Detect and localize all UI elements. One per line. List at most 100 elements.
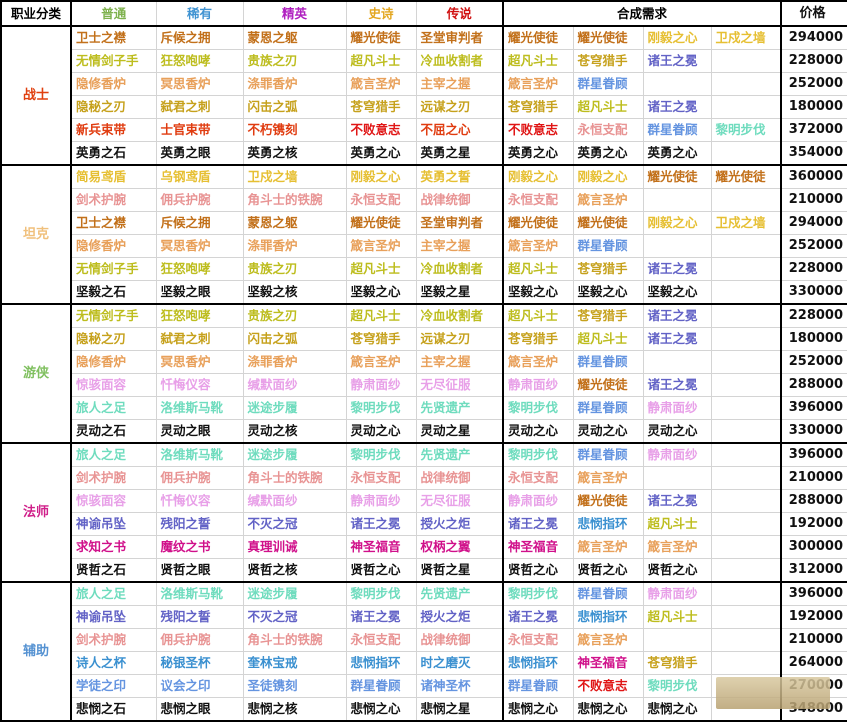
item-cell: 黎明步伐 [345,396,417,420]
table-row: 法师 旅人之足 洛维斯马靴 迷途步履 黎明步伐 先贤遗产 黎明步伐 群星眷顾 静肃面纱 39600… [0,442,847,583]
item-cell: 旅人之足 [70,581,157,606]
item-cell: 狂怒咆哮 [155,257,244,281]
requirement-cell: 静肃面纱 [502,489,574,513]
item-cell: 灵动之眼 [155,419,244,444]
item-cell: 冷血收割者 [415,303,504,328]
requirement-cell [710,141,782,166]
requirement-cell: 诸王之冕 [642,489,712,513]
item-cell: 永恒支配 [345,628,417,652]
item-cell: 冥思香炉 [155,72,244,96]
requirement-cell: 超凡斗士 [502,257,574,281]
requirement-cell [710,72,782,96]
requirement-cell: 黎明步伐 [642,674,712,698]
item-cell: 冷血收割者 [415,49,504,73]
price-cell: 372000 [780,118,847,142]
price-cell: 294000 [780,211,847,235]
item-cell: 狂怒咆哮 [155,49,244,73]
requirement-cell: 超凡斗士 [642,605,712,629]
item-cell: 不败意志 [345,118,417,142]
requirement-cell: 静肃面纱 [642,442,712,467]
item-cell: 悲悯之核 [242,697,347,722]
item-cell: 主宰之握 [415,72,504,96]
requirement-cell [710,628,782,652]
price-cell: 210000 [780,466,847,490]
item-cell: 战律统御 [415,188,504,212]
table-row: 神谕吊坠 残阳之誓 不灭之冠 诸王之冕 授火之炬 诸王之冕 悲悯指环 超凡斗士 192000 [1,512,847,536]
item-cell: 学徒之印 [70,674,157,698]
item-cell: 洛维斯马靴 [155,442,244,467]
item-cell: 隐秘之刃 [70,327,157,351]
item-cell: 战律统御 [415,628,504,652]
requirement-cell: 耀光使徒 [572,489,644,513]
item-cell: 悲悯之眼 [155,697,244,722]
price-cell: 252000 [780,350,847,374]
requirement-cell: 耀光使徒 [642,164,712,189]
item-cell: 坚毅之核 [242,280,347,305]
table-row: 剑术护腕 佣兵护腕 角斗士的铁腕 永恒支配 战律统御 永恒支配 箴言圣炉 210000 [1,466,847,490]
requirement-cell: 贤哲之心 [502,558,574,583]
requirement-cell: 刚毅之心 [642,25,712,50]
requirement-cell [710,49,782,73]
item-cell: 迷途步履 [242,581,347,606]
requirement-cell: 耀光使徒 [572,211,644,235]
class-label: 游侠 [0,303,72,444]
item-cell: 剑术护腕 [70,188,157,212]
requirement-cell: 英勇之心 [572,141,644,166]
table-row: 贤哲之石 贤哲之眼 贤哲之核 贤哲之心 贤哲之星 贤哲之心 贤哲之心 贤哲之心 312000 [1,558,847,583]
item-cell: 主宰之握 [415,234,504,258]
item-cell: 灵动之星 [415,419,504,444]
item-cell: 神谕吊坠 [70,605,157,629]
price-cell: 300000 [780,535,847,559]
requirement-cell: 耀光使徒 [572,25,644,50]
requirement-cell [710,466,782,490]
requirement-cell [710,419,782,444]
item-cell: 英勇之眼 [155,141,244,166]
item-cell: 耀光使徒 [345,211,417,235]
item-cell: 无尽征服 [415,373,504,397]
item-cell: 士官束带 [155,118,244,142]
item-cell: 卫士之襟 [70,211,157,235]
item-cell: 黎明步伐 [345,581,417,606]
item-cell: 剑术护腕 [70,466,157,490]
item-cell: 远谋之刃 [415,95,504,119]
price-cell: 192000 [780,512,847,536]
item-cell: 求知之书 [70,535,157,559]
item-cell: 悲悯之星 [415,697,504,722]
item-cell: 箴言圣炉 [345,72,417,96]
header-row: 职业分类 普通 稀有 精英 史诗 传说 合成需求 价格 [0,0,847,27]
item-cell: 蒙恩之躯 [242,25,347,50]
item-cell: 群星眷顾 [345,674,417,698]
item-cell: 贵族之刃 [242,303,347,328]
requirement-cell [710,257,782,281]
requirement-cell [710,558,782,583]
item-cell: 悲悯指环 [345,651,417,675]
item-cell: 静肃面纱 [345,489,417,513]
item-cell: 静肃面纱 [345,373,417,397]
item-cell: 隐修香炉 [70,350,157,374]
item-cell: 冥思香炉 [155,350,244,374]
item-cell: 洛维斯马靴 [155,396,244,420]
table-row: 惊骇面容 忏悔仪容 缄默面纱 静肃面纱 无尽征服 静肃面纱 耀光使徒 诸王之冕 288000 [1,373,847,397]
item-cell: 佣兵护腕 [155,466,244,490]
item-cell: 先贤遗产 [415,442,504,467]
requirement-cell: 超凡斗士 [502,49,574,73]
requirement-cell: 箴言圣炉 [572,535,644,559]
item-cell: 佣兵护腕 [155,628,244,652]
item-cell: 弑君之刺 [155,95,244,119]
requirement-cell [710,442,782,467]
item-cell: 角斗士的铁腕 [242,628,347,652]
price-cell: 396000 [780,396,847,420]
item-cell: 冷血收割者 [415,257,504,281]
requirement-cell: 超凡斗士 [642,512,712,536]
header-requirements: 合成需求 [501,0,783,27]
item-cell: 残阳之誓 [155,512,244,536]
requirement-cell: 坚毅之心 [642,280,712,305]
table-row: 隐修香炉 冥思香炉 涤罪香炉 箴言圣炉 主宰之握 箴言圣炉 群星眷顾 252000 [1,350,847,374]
price-cell: 180000 [780,327,847,351]
price-cell: 354000 [780,141,847,166]
item-cell: 迷途步履 [242,442,347,467]
item-cell: 忏悔仪容 [155,373,244,397]
requirement-cell: 灵动之心 [642,419,712,444]
item-cell: 卫士之襟 [70,25,157,50]
item-cell: 隐修香炉 [70,234,157,258]
